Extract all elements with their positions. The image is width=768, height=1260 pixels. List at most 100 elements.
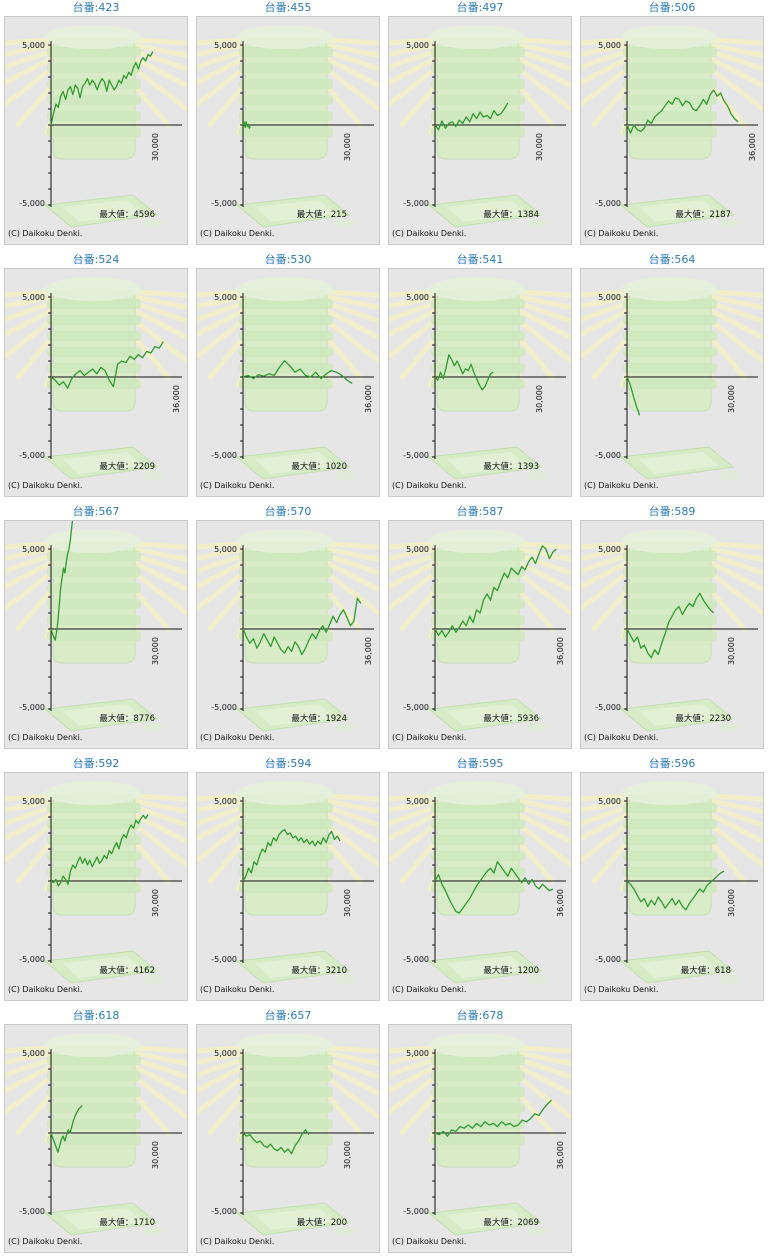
background-artwork (5, 1033, 187, 1236)
copyright-label: (C) Daikoku Denki. (584, 733, 658, 742)
chart-title[interactable]: 台番:524 (72, 253, 120, 266)
background-artwork (581, 277, 763, 480)
background-artwork (197, 781, 379, 984)
chart-title[interactable]: 台番:587 (456, 505, 504, 518)
series-line (50, 814, 149, 887)
background-artwork (389, 25, 571, 228)
chart-svg: 5,000 -5,000 36,000 最大値：5936 (C) Daikoku Den… (389, 529, 571, 742)
chart-title[interactable]: 台番:589 (648, 505, 696, 518)
series-line (242, 360, 353, 384)
chart-title[interactable]: 台番:618 (72, 1009, 120, 1022)
chart-panel: 5,000 -5,000 30,000 最大値：8776 (C) Daikoku Den… (4, 520, 188, 749)
chart-title[interactable]: 台番:541 (456, 253, 504, 266)
chart-title[interactable]: 台番:596 (648, 757, 696, 770)
x-tick-label: 36,000 (748, 133, 757, 161)
y-tick-label-top: 5,000 (406, 797, 429, 806)
chart-svg: 5,000 -5,000 30,000 最大値：4162 (C) Daikoku Den… (5, 781, 187, 994)
machine-chart: 台番:455 5,000 -5,000 30,000 最大値：215 (C) Daikok… (192, 0, 384, 252)
y-tick-label-top: 5,000 (214, 293, 237, 302)
copyright-label: (C) Daikoku Denki. (392, 985, 466, 994)
copyright-label: (C) Daikoku Denki. (8, 733, 82, 742)
x-tick-label: 36,000 (556, 637, 565, 665)
series-line (242, 597, 362, 656)
x-tick-label: 30,000 (151, 133, 160, 161)
chart-title[interactable]: 台番:455 (264, 1, 312, 14)
y-tick-label-bottom: -5,000 (19, 1207, 45, 1216)
chart-title[interactable]: 台番:530 (264, 253, 312, 266)
copyright-label: (C) Daikoku Denki. (200, 985, 274, 994)
chart-title[interactable]: 台番:564 (648, 253, 696, 266)
machine-chart: 台番:524 5,000 -5,000 36,000 最大値：2209 (C) Daiko… (0, 252, 192, 504)
machine-chart: 台番:497 5,000 -5,000 30,000 最大値：1384 (C) Daiko… (384, 0, 576, 252)
y-tick-label-bottom: -5,000 (595, 703, 621, 712)
chart-panel: 5,000 -5,000 30,000 最大値：4596 (C) Daikoku Den… (4, 16, 188, 245)
chart-panel: 5,000 -5,000 36,000 最大値：5936 (C) Daikoku Den… (388, 520, 572, 749)
max-value-label: 最大値：1924 (291, 713, 347, 724)
y-tick-label-top: 5,000 (22, 293, 45, 302)
chart-title[interactable]: 台番:657 (264, 1009, 312, 1022)
y-tick-label-top: 5,000 (598, 545, 621, 554)
y-tick-label-bottom: -5,000 (19, 703, 45, 712)
chart-title[interactable]: 台番:595 (456, 757, 504, 770)
chart-panel: 5,000 -5,000 30,000 (C) Daikoku Denki. (580, 268, 764, 497)
chart-title[interactable]: 台番:423 (72, 1, 120, 14)
chart-title[interactable]: 台番:594 (264, 757, 312, 770)
copyright-label: (C) Daikoku Denki. (392, 229, 466, 238)
chart-svg: 5,000 -5,000 36,000 最大値：2069 (C) Daikoku Den… (389, 1033, 571, 1246)
chart-title[interactable]: 台番:567 (72, 505, 120, 518)
background-artwork (389, 529, 571, 732)
chart-panel: 5,000 -5,000 36,000 最大値：1924 (C) Daikoku Den… (196, 520, 380, 749)
x-tick-label: 30,000 (151, 889, 160, 917)
chart-panel: 5,000 -5,000 36,000 最大値：2209 (C) Daikoku Den… (4, 268, 188, 497)
copyright-label: (C) Daikoku Denki. (8, 229, 82, 238)
chart-title[interactable]: 台番:592 (72, 757, 120, 770)
max-value-label: 最大値：3210 (291, 965, 347, 976)
chart-title[interactable]: 台番:570 (264, 505, 312, 518)
x-tick-label: 30,000 (727, 385, 736, 413)
machine-chart: 台番:587 5,000 -5,000 36,000 最大値：5936 (C) Daiko… (384, 504, 576, 756)
chart-svg: 5,000 -5,000 30,000 最大値：4596 (C) Daikoku Den… (5, 25, 187, 238)
y-tick-label-bottom: -5,000 (403, 199, 429, 208)
chart-panel: 5,000 -5,000 36,000 最大値：1020 (C) Daikoku Den… (196, 268, 380, 497)
y-tick-label-top: 5,000 (214, 1049, 237, 1058)
max-value-label: 最大値：618 (681, 965, 731, 976)
y-tick-label-top: 5,000 (22, 1049, 45, 1058)
chart-panel: 5,000 -5,000 30,000 最大値：618 (C) Daikoku Denk… (580, 772, 764, 1001)
machine-chart: 台番:657 5,000 -5,000 30,000 最大値：200 (C) Daikok… (192, 1008, 384, 1260)
y-tick-label-top: 5,000 (214, 797, 237, 806)
chart-panel: 5,000 -5,000 30,000 最大値：1393 (C) Daikoku Den… (388, 268, 572, 497)
x-tick-label: 30,000 (151, 1141, 160, 1169)
series-line (50, 1105, 83, 1153)
chart-panel: 5,000 -5,000 36,000 最大値：2069 (C) Daikoku Den… (388, 1024, 572, 1253)
chart-panel: 5,000 -5,000 36,000 最大値：2187 (C) Daikoku Den… (580, 16, 764, 245)
max-value-label: 最大値：1200 (483, 965, 539, 976)
copyright-label: (C) Daikoku Denki. (8, 1237, 82, 1246)
y-tick-label-bottom: -5,000 (19, 451, 45, 460)
machine-chart: 台番:618 5,000 -5,000 30,000 最大値：1710 (C) Daiko… (0, 1008, 192, 1260)
machine-chart: 台番:570 5,000 -5,000 36,000 最大値：1924 (C) Daiko… (192, 504, 384, 756)
machine-chart: 台番:423 5,000 -5,000 30,000 最大値：4596 (C) Daiko… (0, 0, 192, 252)
y-tick-label-top: 5,000 (214, 41, 237, 50)
chart-title[interactable]: 台番:506 (648, 1, 696, 14)
x-tick-label: 30,000 (343, 133, 352, 161)
x-tick-label: 36,000 (556, 1141, 565, 1169)
y-tick-label-bottom: -5,000 (19, 955, 45, 964)
y-tick-label-bottom: -5,000 (403, 955, 429, 964)
y-tick-label-top: 5,000 (22, 545, 45, 554)
y-tick-label-bottom: -5,000 (211, 955, 237, 964)
max-value-label: 最大値：4596 (99, 209, 155, 220)
chart-title[interactable]: 台番:678 (456, 1009, 504, 1022)
chart-svg: 5,000 -5,000 36,000 最大値：1020 (C) Daikoku Den… (197, 277, 379, 490)
background-artwork (581, 25, 763, 228)
chart-title[interactable]: 台番:497 (456, 1, 504, 14)
y-tick-label-top: 5,000 (22, 797, 45, 806)
max-value-label: 最大値：215 (297, 209, 347, 220)
max-value-label: 最大値：200 (297, 1217, 347, 1228)
chart-panel: 5,000 -5,000 30,000 最大値：2230 (C) Daikoku Den… (580, 520, 764, 749)
series-line (50, 341, 164, 389)
chart-svg: 5,000 -5,000 30,000 最大値：1393 (C) Daikoku Den… (389, 277, 571, 490)
machine-chart: 台番:541 5,000 -5,000 30,000 最大値：1393 (C) Daiko… (384, 252, 576, 504)
max-value-label: 最大値：8776 (99, 713, 155, 724)
x-tick-label: 36,000 (556, 889, 565, 917)
